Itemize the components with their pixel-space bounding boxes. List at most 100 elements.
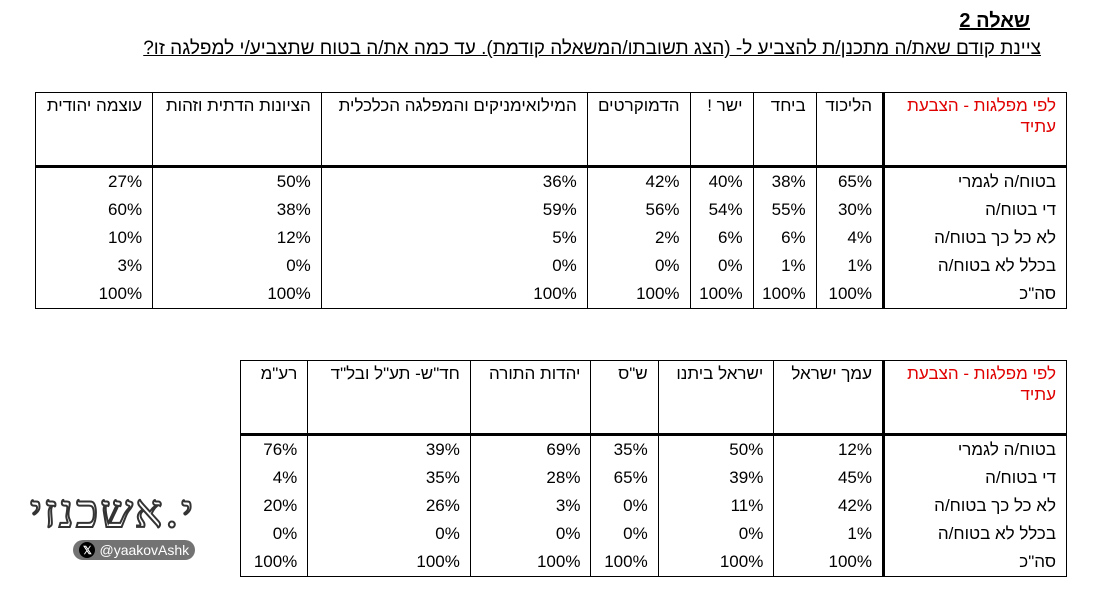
cell: 6% bbox=[689, 224, 754, 252]
cell: 0% bbox=[657, 520, 774, 548]
cell: 1% bbox=[815, 252, 884, 280]
cell: 42% bbox=[773, 492, 884, 520]
cell: 50% bbox=[152, 166, 322, 196]
column-header: עוצמה יהודית bbox=[34, 92, 153, 168]
row-label: סה"כ bbox=[882, 548, 1067, 577]
cell: 100% bbox=[34, 280, 153, 309]
results-table: לפי מפלגות - הצבעת עתיד עמך ישראל ישראל בי… bbox=[239, 360, 1067, 577]
row-label: בכלל לא בטוח/ה bbox=[882, 252, 1067, 280]
cell: 11% bbox=[657, 492, 774, 520]
column-header: עמך ישראל bbox=[773, 360, 884, 436]
cell: 55% bbox=[752, 196, 817, 224]
cell: 3% bbox=[34, 252, 153, 280]
cell: 30% bbox=[815, 196, 884, 224]
cell: 0% bbox=[320, 252, 588, 280]
row-label: בטוח/ה לגמרי bbox=[882, 166, 1067, 196]
cell: 4% bbox=[239, 464, 308, 492]
row-label: בטוח/ה לגמרי bbox=[882, 434, 1067, 464]
cell: 54% bbox=[689, 196, 754, 224]
data-row: בטוח/ה לגמרי 65% 38% 40% 42% 36% 50% 27% bbox=[34, 166, 1067, 196]
cell: 0% bbox=[152, 252, 322, 280]
cell: 0% bbox=[590, 520, 659, 548]
watermark-handle-box: 𝕏 @yaakovAshk bbox=[73, 540, 196, 560]
cell: 1% bbox=[752, 252, 817, 280]
row-label: בכלל לא בטוח/ה bbox=[882, 520, 1067, 548]
corner-cell: לפי מפלגות - הצבעת עתיד bbox=[882, 92, 1067, 168]
cell: 26% bbox=[307, 492, 471, 520]
cell: 0% bbox=[469, 520, 591, 548]
cell: 35% bbox=[307, 464, 471, 492]
watermark: י.אשכנזי 𝕏 @yaakovAshk bbox=[29, 483, 196, 560]
cell: 39% bbox=[657, 464, 774, 492]
cell: 2% bbox=[586, 224, 691, 252]
cell: 100% bbox=[152, 280, 322, 309]
cell: 38% bbox=[752, 166, 817, 196]
data-row: בכלל לא בטוח/ה 1% 1% 0% 0% 0% 0% 3% bbox=[34, 252, 1067, 280]
cell: 100% bbox=[307, 548, 471, 577]
cell: 20% bbox=[239, 492, 308, 520]
column-header: ביחד bbox=[752, 92, 817, 168]
cell: 40% bbox=[689, 166, 754, 196]
cell: 4% bbox=[815, 224, 884, 252]
cell: 39% bbox=[307, 434, 471, 464]
cell: 100% bbox=[586, 280, 691, 309]
data-row: בכלל לא בטוח/ה 1% 0% 0% 0% 0% 0% bbox=[239, 520, 1067, 548]
cell: 100% bbox=[469, 548, 591, 577]
column-header: הציונות הדתית וזהות bbox=[152, 92, 322, 168]
corner-cell: לפי מפלגות - הצבעת עתיד bbox=[882, 360, 1067, 436]
cell: 12% bbox=[773, 434, 884, 464]
cell: 10% bbox=[34, 224, 153, 252]
cell: 42% bbox=[586, 166, 691, 196]
cell: 100% bbox=[239, 548, 308, 577]
column-header: המילואימניקים והמפלגה הכלכלית bbox=[320, 92, 588, 168]
x-icon: 𝕏 bbox=[79, 542, 96, 558]
header-row: לפי מפלגות - הצבעת עתיד עמך ישראל ישראל בי… bbox=[239, 360, 1067, 436]
data-row: בטוח/ה לגמרי 12% 50% 35% 69% 39% 76% bbox=[239, 434, 1067, 464]
cell: 100% bbox=[815, 280, 884, 309]
data-row: די בטוח/ה 45% 39% 65% 28% 35% 4% bbox=[239, 464, 1067, 492]
cell: 65% bbox=[815, 166, 884, 196]
cell: 0% bbox=[590, 492, 659, 520]
header-row: לפי מפלגות - הצבעת עתיד הליכוד ביחד ישר ! הד… bbox=[34, 92, 1067, 168]
column-header: רע"מ bbox=[239, 360, 308, 436]
cell: 27% bbox=[34, 166, 153, 196]
data-row: די בטוח/ה 30% 55% 54% 56% 59% 38% 60% bbox=[34, 196, 1067, 224]
cell: 28% bbox=[469, 464, 591, 492]
cell: 65% bbox=[590, 464, 659, 492]
column-header: חד"ש- תע"ל ובל"ד bbox=[307, 360, 471, 436]
column-header: הליכוד bbox=[815, 92, 884, 168]
row-label: לא כל כך בטוח/ה bbox=[882, 492, 1067, 520]
cell: 100% bbox=[752, 280, 817, 309]
cell: 76% bbox=[239, 434, 308, 464]
cell: 100% bbox=[320, 280, 588, 309]
cell: 100% bbox=[657, 548, 774, 577]
cell: 50% bbox=[657, 434, 774, 464]
cell: 100% bbox=[689, 280, 754, 309]
watermark-handle: @yaakovAshk bbox=[99, 542, 190, 558]
row-label: די בטוח/ה bbox=[882, 464, 1067, 492]
cell: 0% bbox=[689, 252, 754, 280]
data-row: לא כל כך בטוח/ה 42% 11% 0% 3% 26% 20% bbox=[239, 492, 1067, 520]
cell: 0% bbox=[307, 520, 471, 548]
watermark-name: י.אשכנזי bbox=[29, 483, 196, 539]
cell: 100% bbox=[773, 548, 884, 577]
cell: 60% bbox=[34, 196, 153, 224]
cell: 69% bbox=[469, 434, 591, 464]
column-header: הדמוקרטים bbox=[586, 92, 691, 168]
cell: 6% bbox=[752, 224, 817, 252]
column-header: ישראל ביתנו bbox=[657, 360, 774, 436]
column-header: ש"ס bbox=[590, 360, 659, 436]
cell: 0% bbox=[586, 252, 691, 280]
cell: 56% bbox=[586, 196, 691, 224]
cell: 1% bbox=[773, 520, 884, 548]
cell: 0% bbox=[239, 520, 308, 548]
cell: 38% bbox=[152, 196, 322, 224]
cell: 35% bbox=[590, 434, 659, 464]
question: ציינת קודם שאת/ה מתכנן/ת להצביע ל- (הצג … bbox=[143, 38, 1041, 59]
cell: 100% bbox=[590, 548, 659, 577]
row-label: די בטוח/ה bbox=[882, 196, 1067, 224]
cell: 3% bbox=[469, 492, 591, 520]
cell: 5% bbox=[320, 224, 588, 252]
cell: 45% bbox=[773, 464, 884, 492]
